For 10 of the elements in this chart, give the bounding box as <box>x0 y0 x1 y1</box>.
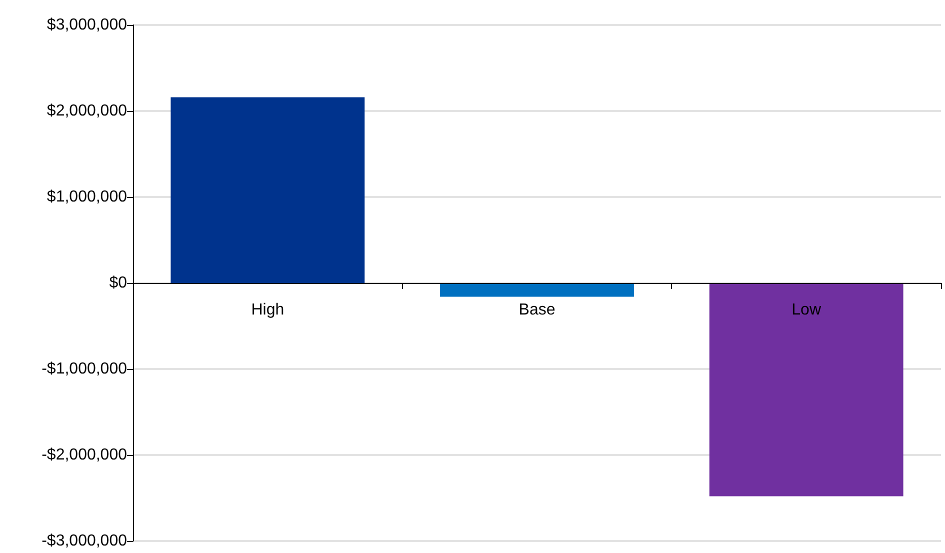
y-tick-label: -$3,000,000 <box>42 532 128 550</box>
y-tick-label: -$2,000,000 <box>42 446 128 464</box>
y-tick-label: $2,000,000 <box>46 102 128 120</box>
y-tick-label: $0 <box>109 274 128 292</box>
x-tick-label: High <box>251 302 284 318</box>
y-tick-label: $1,000,000 <box>46 188 128 206</box>
y-tick-label: $3,000,000 <box>46 16 128 34</box>
x-tick-label: Low <box>792 302 822 318</box>
y-tick-label: -$1,000,000 <box>42 360 128 378</box>
x-tick-label: Base <box>518 302 556 318</box>
